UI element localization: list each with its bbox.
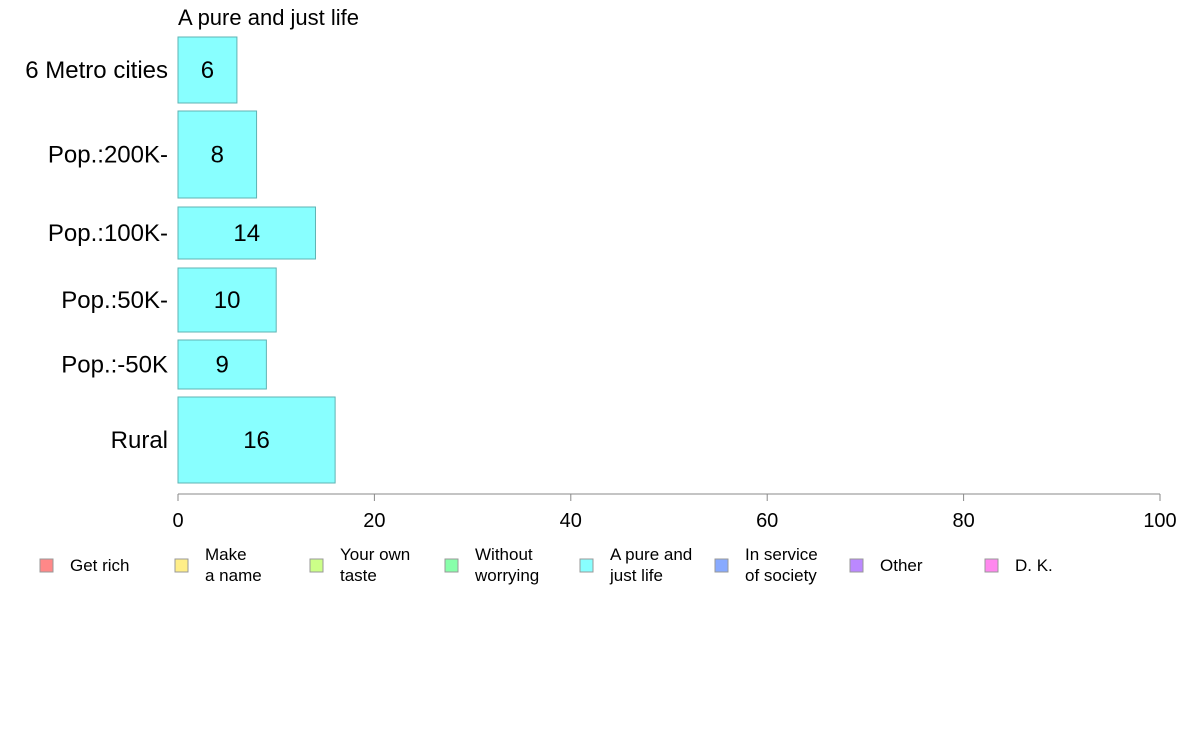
category-label-4: Pop.:-50K xyxy=(61,352,168,379)
legend-swatch-0 xyxy=(39,558,54,573)
value-label-0: 6 xyxy=(201,57,214,84)
bar-5 xyxy=(177,396,336,484)
value-label-3: 10 xyxy=(214,287,241,314)
x-axis: 0 20 40 60 80 100 xyxy=(172,493,1177,532)
category-label-2: Pop.:100K- xyxy=(48,220,168,247)
legend-label-7: D. K. xyxy=(1015,556,1053,575)
bar-2 xyxy=(177,206,316,260)
category-label-0: 6 Metro cities xyxy=(25,57,168,84)
value-label-2: 14 xyxy=(233,220,260,247)
legend-label-1: Make a name xyxy=(205,545,262,585)
bar-1 xyxy=(177,110,258,199)
bar-3 xyxy=(177,267,277,333)
value-label-5: 16 xyxy=(243,427,270,454)
category-label-5: Rural xyxy=(111,427,168,454)
legend-label-2: Your own taste xyxy=(340,545,410,585)
legend-swatch-2 xyxy=(309,558,324,573)
value-label-1: 8 xyxy=(211,142,224,169)
x-tick-label-5: 100 xyxy=(1143,510,1176,532)
value-label-4: 9 xyxy=(216,352,229,379)
legend-swatch-4 xyxy=(579,558,594,573)
chart-title: A pure and just life xyxy=(178,5,359,30)
category-label-1: Pop.:200K- xyxy=(48,142,168,169)
bars-group: 6 6 Metro cities 8 Pop.:200K- 14 Pop.:100K- 10… xyxy=(25,36,336,484)
legend-swatch-5 xyxy=(714,558,729,573)
legend-label-6: Other xyxy=(880,556,923,575)
legend-swatch-1 xyxy=(174,558,189,573)
legend: Get rich Make a name Your own taste Without wo… xyxy=(39,545,1053,585)
bar-0 xyxy=(177,36,238,104)
legend-swatch-3 xyxy=(444,558,459,573)
x-tick-label-0: 0 xyxy=(172,510,183,532)
legend-label-0: Get rich xyxy=(70,556,130,575)
x-tick-label-2: 40 xyxy=(560,510,582,532)
legend-label-5: In service of society xyxy=(745,545,818,585)
legend-swatch-6 xyxy=(849,558,864,573)
x-tick-label-3: 60 xyxy=(756,510,778,532)
legend-label-4: A pure and just life xyxy=(609,545,692,585)
bar-4 xyxy=(177,339,267,390)
category-label-3: Pop.:50K- xyxy=(61,287,168,314)
legend-swatch-7 xyxy=(984,558,999,573)
x-tick-label-1: 20 xyxy=(363,510,385,532)
legend-label-3: Without worrying xyxy=(474,545,539,585)
x-tick-label-4: 80 xyxy=(952,510,974,532)
